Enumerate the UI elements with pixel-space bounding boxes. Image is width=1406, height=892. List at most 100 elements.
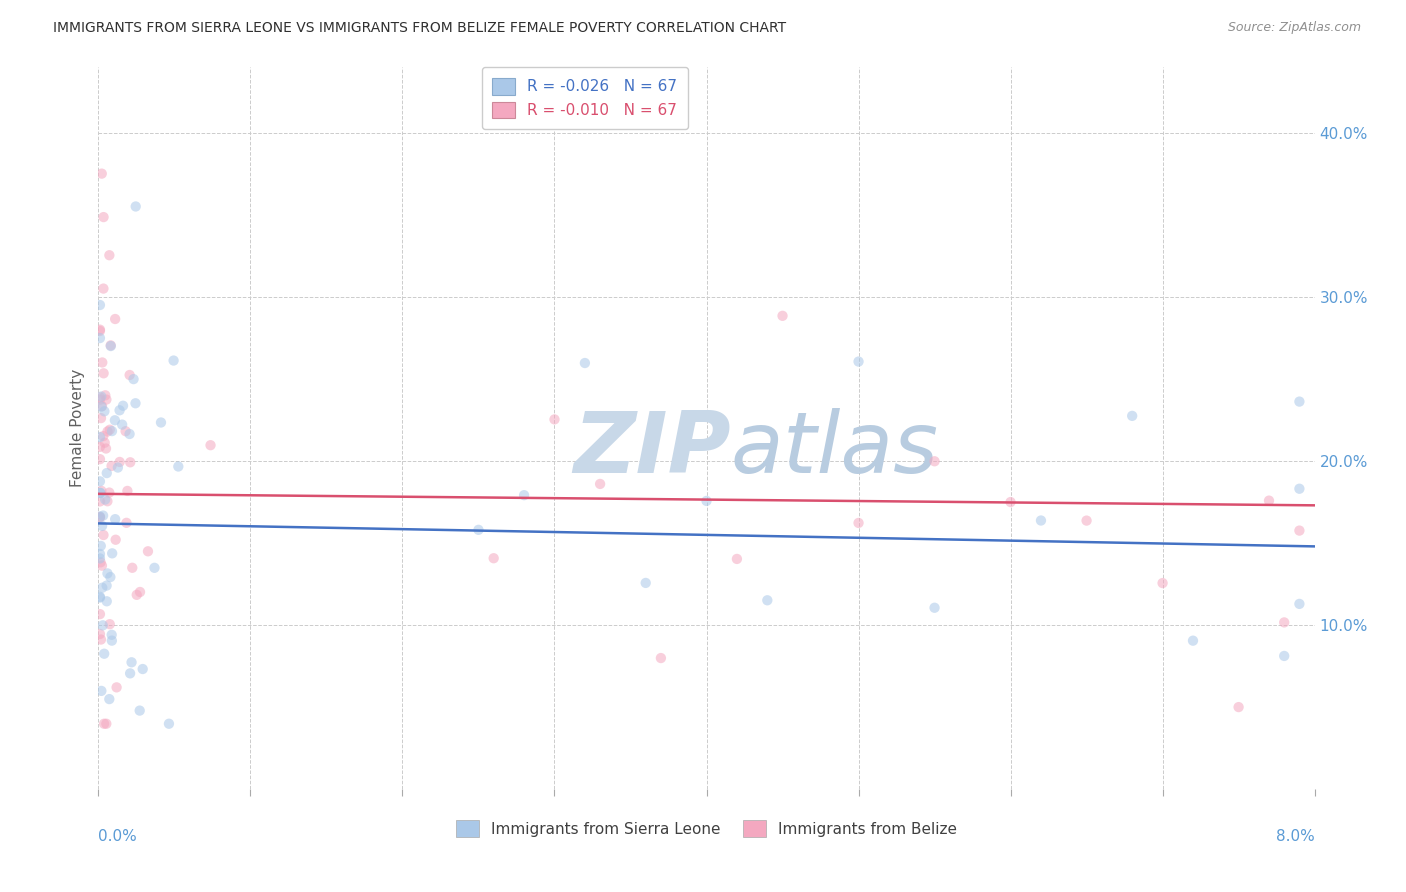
Point	[513, 488, 536, 502]
Point	[117, 483, 139, 498]
Point	[96, 392, 118, 407]
Point	[1152, 576, 1174, 591]
Point	[90, 167, 112, 181]
Point	[108, 403, 131, 417]
Point	[89, 510, 111, 524]
Point	[89, 591, 111, 605]
Point	[90, 539, 112, 553]
Point	[128, 704, 150, 718]
Point	[90, 558, 112, 573]
Point	[89, 440, 111, 454]
Point	[125, 588, 148, 602]
Point	[89, 486, 111, 500]
Point	[89, 607, 111, 621]
Point	[1288, 524, 1310, 538]
Point	[574, 356, 596, 370]
Point	[112, 399, 135, 413]
Point	[96, 578, 118, 592]
Point	[93, 528, 115, 542]
Point	[924, 454, 946, 468]
Point	[89, 627, 111, 641]
Point	[634, 576, 657, 591]
Point	[98, 248, 121, 262]
Point	[650, 651, 672, 665]
Point	[118, 427, 141, 442]
Point	[96, 425, 118, 439]
Point	[93, 716, 115, 731]
Point	[848, 516, 870, 530]
Point	[93, 404, 115, 418]
Point	[94, 492, 117, 507]
Point	[1258, 493, 1281, 508]
Point	[98, 485, 121, 500]
Point	[93, 366, 115, 380]
Point	[1272, 648, 1295, 663]
Point	[107, 460, 129, 475]
Point	[90, 632, 112, 647]
Point	[111, 417, 134, 432]
Point	[89, 452, 111, 467]
Point	[89, 509, 111, 524]
Point	[1076, 514, 1098, 528]
Point	[91, 355, 114, 369]
Point	[94, 442, 117, 456]
Point	[143, 561, 166, 575]
Point	[94, 388, 117, 402]
Y-axis label: Female Poverty: Female Poverty	[70, 369, 86, 487]
Point	[543, 412, 565, 426]
Point	[90, 555, 112, 569]
Point	[96, 494, 118, 508]
Point	[924, 600, 946, 615]
Point	[124, 396, 146, 410]
Point	[101, 633, 124, 648]
Point	[90, 390, 112, 404]
Point	[89, 547, 111, 561]
Point	[89, 391, 111, 405]
Point	[104, 312, 127, 326]
Point	[93, 435, 115, 450]
Point	[122, 372, 145, 386]
Point	[756, 593, 779, 607]
Point	[90, 684, 112, 698]
Point	[89, 298, 111, 312]
Point	[129, 585, 152, 599]
Point	[121, 655, 143, 669]
Point	[98, 570, 121, 584]
Point	[96, 594, 118, 608]
Point	[100, 628, 122, 642]
Point	[121, 561, 143, 575]
Point	[104, 512, 127, 526]
Point	[98, 692, 121, 706]
Point	[120, 455, 142, 469]
Point	[91, 508, 114, 523]
Point	[101, 424, 124, 438]
Point	[467, 523, 489, 537]
Legend: Immigrants from Sierra Leone, Immigrants from Belize: Immigrants from Sierra Leone, Immigrants…	[450, 814, 963, 843]
Point	[90, 400, 112, 414]
Point	[131, 662, 153, 676]
Point	[482, 551, 505, 566]
Point	[98, 617, 121, 632]
Point	[91, 618, 114, 632]
Point	[89, 486, 111, 500]
Point	[96, 716, 118, 731]
Point	[91, 581, 114, 595]
Point	[167, 459, 190, 474]
Point	[100, 338, 122, 352]
Point	[1121, 409, 1143, 423]
Point	[1272, 615, 1295, 630]
Point	[89, 323, 111, 337]
Point	[149, 416, 172, 430]
Point	[90, 411, 112, 425]
Text: ZIP: ZIP	[574, 409, 731, 491]
Point	[1288, 482, 1310, 496]
Point	[89, 324, 111, 338]
Point	[120, 666, 142, 681]
Point	[125, 199, 148, 213]
Point	[136, 544, 159, 558]
Text: IMMIGRANTS FROM SIERRA LEONE VS IMMIGRANTS FROM BELIZE FEMALE POVERTY CORRELATIO: IMMIGRANTS FROM SIERRA LEONE VS IMMIGRAN…	[53, 21, 786, 36]
Point	[1288, 394, 1310, 409]
Point	[104, 533, 127, 547]
Text: Source: ZipAtlas.com: Source: ZipAtlas.com	[1227, 21, 1361, 35]
Point	[589, 477, 612, 491]
